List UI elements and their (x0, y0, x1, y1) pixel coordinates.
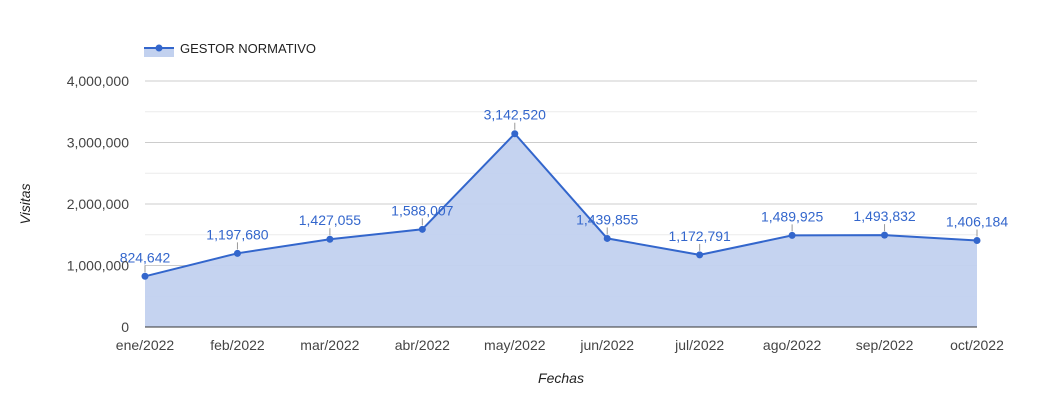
x-tick-label: oct/2022 (950, 337, 1004, 353)
x-tick-label: may/2022 (484, 337, 546, 353)
data-label: 1,588,007 (391, 202, 453, 218)
data-label: 1,493,832 (853, 208, 915, 224)
x-axis-title: Fechas (538, 370, 584, 386)
data-label: 1,439,855 (576, 211, 638, 227)
x-tick-label: jul/2022 (674, 337, 724, 353)
data-label: 1,172,791 (669, 228, 731, 244)
series-line (144, 132, 978, 278)
series-area-fill (145, 133, 977, 327)
x-axis-tick-labels: ene/2022 feb/2022 mar/2022 abr/2022 may/2022… (116, 337, 1004, 353)
data-point[interactable] (418, 225, 426, 233)
y-tick-label: 2,000,000 (67, 196, 129, 212)
x-tick-label: ene/2022 (116, 337, 175, 353)
data-point[interactable] (973, 237, 981, 245)
legend-marker (155, 44, 163, 52)
y-tick-label: 4,000,000 (67, 73, 129, 89)
y-axis-title: Visitas (17, 184, 33, 225)
data-label: 1,406,184 (946, 214, 1008, 230)
data-point[interactable] (511, 130, 519, 138)
data-points: 824,642 1,197,680 1,427,055 1,588,007 3,142,… (120, 107, 1008, 280)
y-tick-label: 3,000,000 (67, 135, 129, 151)
legend-swatch (144, 48, 174, 57)
y-tick-label: 1,000,000 (67, 258, 129, 274)
data-label: 1,197,680 (206, 226, 268, 242)
x-tick-label: jun/2022 (579, 337, 634, 353)
x-tick-label: sep/2022 (856, 337, 914, 353)
data-point[interactable] (326, 235, 334, 243)
data-point[interactable] (881, 231, 889, 239)
data-label: 824,642 (120, 249, 171, 265)
data-point[interactable] (141, 272, 149, 280)
legend[interactable]: GESTOR NORMATIVO (144, 41, 316, 57)
x-tick-label: abr/2022 (395, 337, 450, 353)
y-axis-tick-labels: 0 1,000,000 2,000,000 3,000,000 4,000,000 (67, 73, 130, 335)
legend-label: GESTOR NORMATIVO (180, 41, 316, 56)
data-label: 1,427,055 (299, 212, 361, 228)
data-label: 1,489,925 (761, 208, 823, 224)
data-label: 3,142,520 (484, 107, 546, 123)
data-point[interactable] (603, 234, 611, 242)
x-tick-label: ago/2022 (763, 337, 822, 353)
data-point[interactable] (233, 249, 241, 257)
y-tick-label: 0 (121, 319, 129, 335)
x-tick-label: feb/2022 (210, 337, 265, 353)
data-point[interactable] (788, 231, 796, 239)
data-point[interactable] (696, 251, 704, 259)
x-tick-label: mar/2022 (300, 337, 359, 353)
